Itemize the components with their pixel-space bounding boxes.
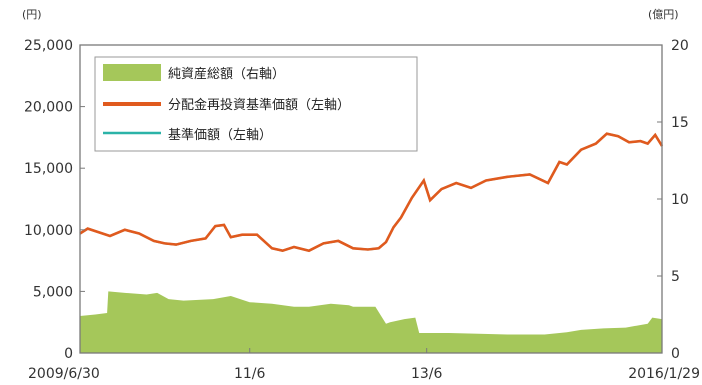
left-axis-unit: (円) [22, 8, 42, 21]
x-tick-label: 11/6 [234, 366, 266, 382]
left-tick-label: 15,000 [24, 161, 73, 177]
right-axis-unit: (億円) [648, 8, 679, 21]
left-tick-label: 10,000 [24, 223, 73, 239]
left-tick-label: 25,000 [24, 38, 73, 54]
left-tick-label: 20,000 [24, 100, 73, 116]
x-tick-label: 2016/1/29 [628, 366, 700, 382]
right-tick-label: 5 [671, 269, 680, 285]
plot-area [80, 134, 662, 353]
net-assets-area [80, 291, 662, 353]
right-tick-label: 10 [671, 192, 689, 208]
legend-swatch-net-assets [103, 64, 161, 81]
legend-label-net-assets: 純資産総額（右軸） [168, 66, 285, 82]
legend: 純資産総額（右軸） 分配金再投資基準価額（左軸） 基準価額（左軸） [95, 57, 417, 151]
area-series [80, 291, 662, 353]
left-tick-label: 0 [64, 346, 73, 362]
left-tick-label: 5,000 [33, 284, 73, 300]
right-tick-label: 0 [671, 346, 680, 362]
legend-label-base-price: 基準価額（左軸） [168, 127, 272, 143]
right-tick-label: 15 [671, 115, 689, 131]
left-axis-ticks: 0 5,000 10,000 15,000 20,000 25,000 [24, 38, 85, 362]
x-tick-label: 13/6 [411, 366, 443, 382]
right-tick-label: 20 [671, 38, 689, 54]
x-tick-label: 2009/6/30 [28, 366, 100, 382]
legend-label-reinvested-base-price: 分配金再投資基準価額（左軸） [168, 97, 350, 113]
